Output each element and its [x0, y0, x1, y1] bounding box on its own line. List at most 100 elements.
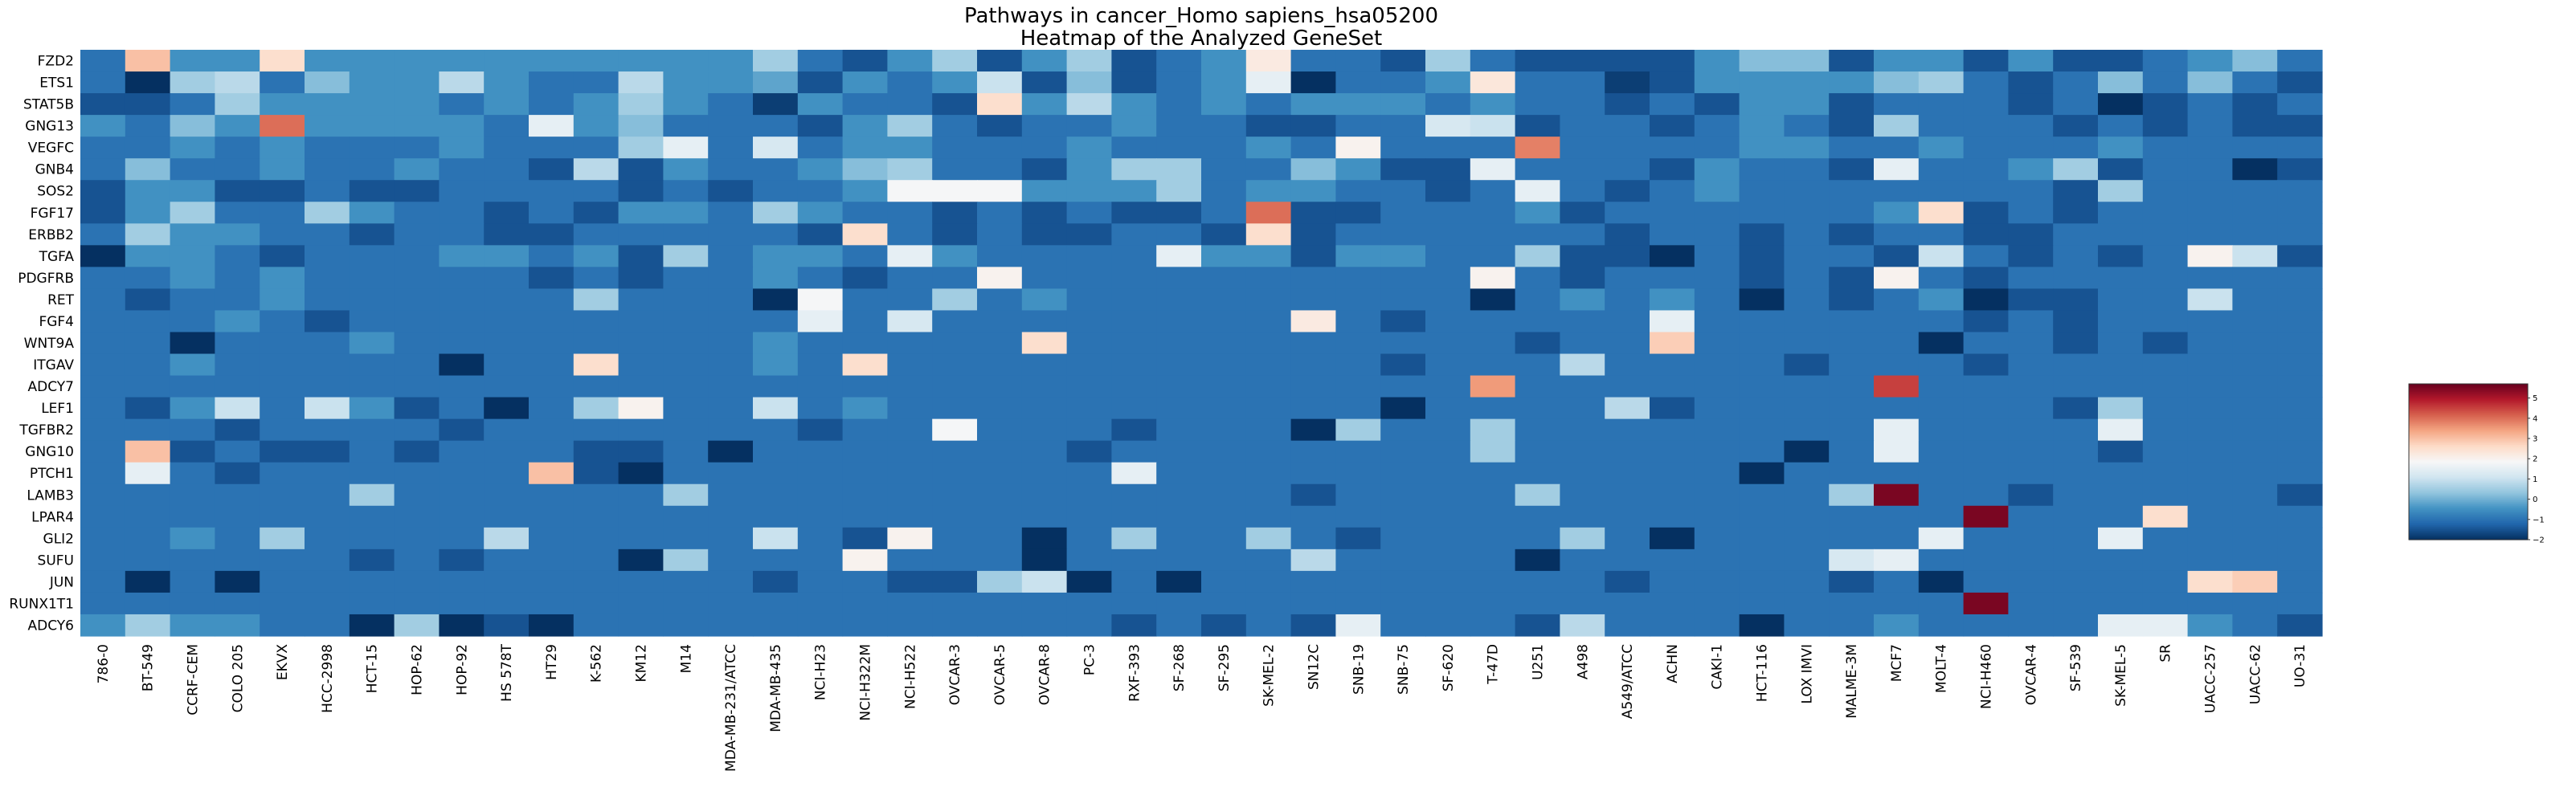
colorbar-segment — [2409, 536, 2528, 539]
heatmap-cell — [753, 288, 799, 312]
heatmap-cell — [1739, 223, 1785, 246]
heatmap-cell — [1290, 115, 1336, 137]
heatmap-cell — [2008, 158, 2054, 181]
heatmap-cell — [1470, 158, 1516, 181]
heatmap-cell — [1560, 93, 1605, 116]
heatmap-cell — [394, 418, 440, 442]
heatmap-cell — [2277, 527, 2323, 550]
heatmap-cell — [887, 223, 933, 246]
row-label: SOS2 — [37, 184, 74, 200]
heatmap-cell — [305, 71, 350, 94]
column-label: MCF7 — [1889, 644, 1905, 682]
heatmap-cell — [349, 223, 395, 246]
heatmap-cell — [842, 93, 888, 116]
row-label: LEF1 — [41, 401, 74, 417]
heatmap-cell — [1963, 353, 2009, 377]
heatmap-cell — [80, 93, 126, 116]
heatmap-cell — [1245, 202, 1292, 224]
heatmap-cell — [2142, 310, 2189, 333]
heatmap-cell — [394, 548, 440, 572]
heatmap-cell — [573, 353, 619, 377]
heatmap-cell — [1111, 353, 1157, 377]
heatmap-cell — [887, 505, 933, 528]
heatmap-cell — [125, 245, 171, 267]
heatmap-cell — [1111, 505, 1157, 528]
heatmap-cell — [1245, 71, 1292, 94]
heatmap-cell — [1245, 418, 1292, 442]
heatmap-cell — [2098, 93, 2144, 116]
heatmap-cell — [2008, 180, 2054, 202]
heatmap-cell — [1021, 332, 1068, 355]
heatmap-cell — [708, 397, 754, 420]
heatmap-cell — [1156, 115, 1202, 137]
heatmap-cell — [305, 375, 350, 398]
heatmap-cell — [1963, 267, 2009, 290]
colorbar-segment — [2409, 462, 2528, 464]
heatmap-cell — [2053, 137, 2099, 159]
heatmap-cell — [977, 483, 1023, 507]
heatmap-cell — [977, 592, 1023, 615]
heatmap-cell — [439, 115, 485, 137]
heatmap-cell — [932, 50, 978, 72]
heatmap-cell — [708, 527, 754, 550]
heatmap-cell — [439, 245, 485, 267]
heatmap-cell — [753, 614, 799, 637]
heatmap-cell — [2232, 375, 2278, 398]
heatmap-cell — [1156, 223, 1202, 246]
heatmap-cell — [2053, 353, 2099, 377]
column-label: LOX IMVI — [1799, 644, 1815, 704]
heatmap-cell — [1650, 548, 1695, 572]
heatmap-cell — [753, 353, 799, 377]
heatmap-cell — [1560, 418, 1605, 442]
row-label: FGF17 — [31, 206, 74, 222]
heatmap-cell — [618, 440, 664, 463]
heatmap-cell — [2142, 353, 2189, 377]
heatmap-cell — [1739, 93, 1785, 116]
heatmap-cell — [663, 93, 709, 116]
heatmap-cell — [2008, 614, 2054, 637]
heatmap-cell — [1650, 462, 1695, 485]
heatmap-cell — [887, 527, 933, 550]
heatmap-cell — [1425, 50, 1471, 72]
heatmap-cell — [2232, 570, 2278, 593]
heatmap-cell — [1066, 93, 1112, 116]
heatmap-cell — [529, 137, 574, 159]
heatmap-cell — [663, 570, 709, 593]
heatmap-cell — [1650, 71, 1695, 94]
heatmap-cell — [1560, 592, 1605, 615]
heatmap-cell — [1021, 397, 1068, 420]
heatmap-cell — [80, 288, 126, 312]
heatmap-cell — [2277, 115, 2323, 137]
row-label: PDGFRB — [18, 271, 74, 287]
heatmap-cell — [305, 397, 350, 420]
heatmap-cell — [2098, 332, 2144, 355]
colorbar-segment — [2409, 418, 2528, 421]
heatmap-cell — [1425, 375, 1471, 398]
heatmap-cell — [1560, 332, 1605, 355]
colorbar-segment — [2409, 404, 2528, 407]
heatmap-cell — [753, 158, 799, 181]
heatmap-cell — [1560, 483, 1605, 507]
heatmap-cell — [439, 353, 485, 377]
heatmap-cell — [394, 223, 440, 246]
heatmap-cell — [1201, 440, 1247, 463]
heatmap-cell — [394, 115, 440, 137]
colorbar-segment — [2409, 508, 2528, 511]
colorbar-segment — [2409, 519, 2528, 521]
heatmap-cell — [439, 570, 485, 593]
heatmap-cell — [349, 375, 395, 398]
heatmap-cell — [1380, 71, 1426, 94]
heatmap-cell — [1784, 115, 1830, 137]
heatmap-cell — [1245, 592, 1292, 615]
heatmap-cell — [2142, 202, 2189, 224]
heatmap-cell — [394, 570, 440, 593]
heatmap-cell — [215, 158, 260, 181]
heatmap-cell — [573, 614, 619, 637]
heatmap-cell — [1918, 288, 1965, 312]
heatmap-cell — [349, 310, 395, 333]
heatmap-cell — [1111, 71, 1157, 94]
heatmap-cell — [1380, 202, 1426, 224]
heatmap-cell — [305, 353, 350, 377]
heatmap-cell — [1784, 570, 1830, 593]
heatmap-cell — [215, 570, 260, 593]
